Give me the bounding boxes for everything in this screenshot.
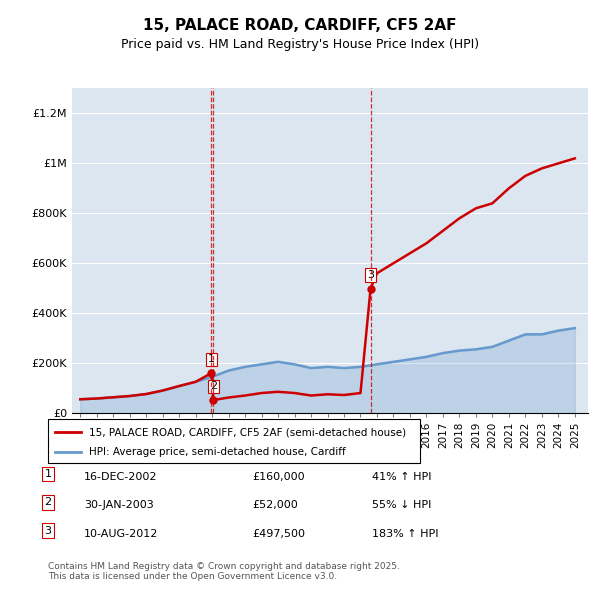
- Text: Price paid vs. HM Land Registry's House Price Index (HPI): Price paid vs. HM Land Registry's House …: [121, 38, 479, 51]
- Text: 30-JAN-2003: 30-JAN-2003: [84, 500, 154, 510]
- Text: 1: 1: [44, 469, 52, 479]
- Text: 3: 3: [367, 270, 374, 280]
- Text: £497,500: £497,500: [252, 529, 305, 539]
- Text: 15, PALACE ROAD, CARDIFF, CF5 2AF (semi-detached house): 15, PALACE ROAD, CARDIFF, CF5 2AF (semi-…: [89, 427, 406, 437]
- Text: 183% ↑ HPI: 183% ↑ HPI: [372, 529, 439, 539]
- Text: 2: 2: [44, 497, 52, 507]
- Text: Contains HM Land Registry data © Crown copyright and database right 2025.
This d: Contains HM Land Registry data © Crown c…: [48, 562, 400, 581]
- Text: 15, PALACE ROAD, CARDIFF, CF5 2AF: 15, PALACE ROAD, CARDIFF, CF5 2AF: [143, 18, 457, 32]
- Text: 55% ↓ HPI: 55% ↓ HPI: [372, 500, 431, 510]
- Text: 1: 1: [208, 355, 215, 364]
- Text: 3: 3: [44, 526, 52, 536]
- Text: £160,000: £160,000: [252, 472, 305, 482]
- Text: 16-DEC-2002: 16-DEC-2002: [84, 472, 157, 482]
- Text: 2: 2: [210, 381, 217, 391]
- Text: 41% ↑ HPI: 41% ↑ HPI: [372, 472, 431, 482]
- Text: 10-AUG-2012: 10-AUG-2012: [84, 529, 158, 539]
- Text: HPI: Average price, semi-detached house, Cardiff: HPI: Average price, semi-detached house,…: [89, 447, 346, 457]
- FancyBboxPatch shape: [48, 419, 420, 463]
- Text: £52,000: £52,000: [252, 500, 298, 510]
